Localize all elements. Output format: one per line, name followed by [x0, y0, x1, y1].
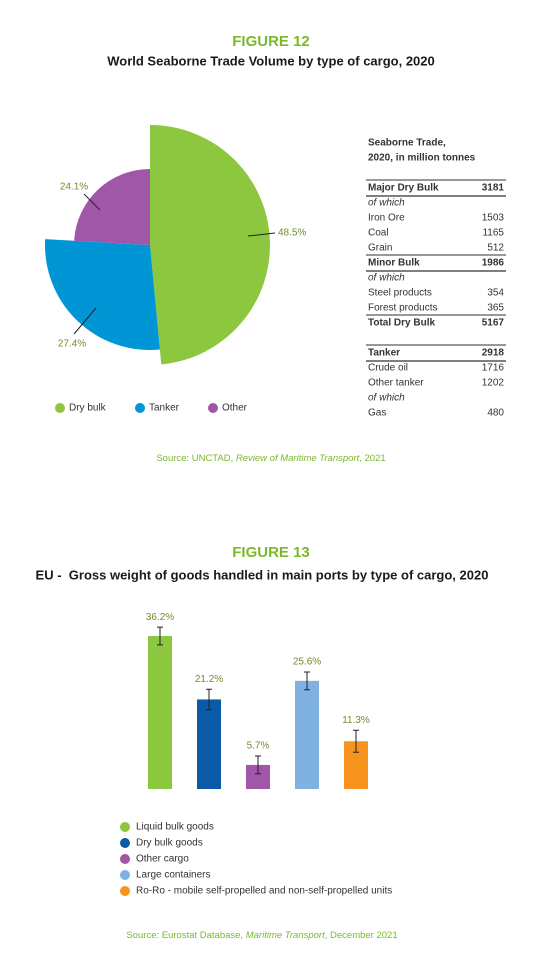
source-text: , December 2021 [325, 930, 398, 941]
error-bar [353, 729, 359, 753]
legend-marker [120, 870, 130, 880]
row-label: Tanker [368, 348, 400, 359]
table-title: 2020, in million tonnes [368, 153, 476, 164]
data-label: 21.2% [195, 674, 223, 685]
row-value: 5167 [482, 318, 505, 329]
legend-label: Large containers [136, 870, 211, 881]
legend-label: Dry bulk [69, 403, 107, 414]
row-label: of which [368, 273, 405, 284]
chart-title: EU - Gross weight of goods handled in ma… [36, 567, 489, 582]
legend-marker [120, 822, 130, 832]
leader-line [73, 307, 97, 335]
row-value: 512 [487, 243, 504, 254]
data-label: 5.7% [247, 741, 270, 752]
row-value: 1165 [482, 228, 504, 239]
row-value: 480 [487, 408, 504, 419]
error-bar [255, 755, 261, 775]
source: Source: UNCTAD, Review of Maritime Trans… [156, 453, 385, 464]
row-label: Gas [368, 408, 386, 419]
row-label: of which [368, 393, 405, 404]
row-label: Minor Bulk [368, 258, 420, 269]
data-label: 27.4% [58, 339, 86, 350]
leader-line [83, 193, 101, 211]
legend-marker [55, 403, 65, 413]
bar [295, 680, 319, 789]
row-value: 2918 [482, 348, 505, 359]
row-label: Grain [368, 243, 392, 254]
row-value: 3181 [482, 183, 505, 194]
data-label: 36.2% [146, 612, 174, 623]
legend-label: Tanker [149, 403, 180, 414]
leader-line [247, 232, 276, 237]
legend-label: Other cargo [136, 854, 189, 865]
row-label: Steel products [368, 288, 432, 299]
row-value: 354 [487, 288, 504, 299]
row-value: 365 [487, 303, 504, 314]
legend-marker [120, 854, 130, 864]
legend-marker [208, 403, 218, 413]
legend-label: Ro-Ro - mobile self-propelled and non-se… [136, 886, 392, 897]
legend-label: Liquid bulk goods [136, 822, 214, 833]
legend-marker [135, 403, 145, 413]
row-label: Major Dry Bulk [368, 183, 439, 194]
source-text: Review of Maritime Transport [236, 453, 360, 464]
source-text: Maritime Transport [246, 930, 325, 941]
data-label: 24.1% [60, 182, 88, 193]
data-label: 25.6% [293, 657, 321, 668]
bar [148, 636, 172, 789]
row-value: 1202 [482, 378, 505, 389]
pie-slice [150, 125, 271, 365]
pie-slice [74, 169, 150, 245]
pie-slice [45, 239, 160, 350]
error-bar [157, 626, 163, 646]
row-label: Coal [368, 228, 389, 239]
chart-title: World Seaborne Trade Volume by type of c… [107, 53, 435, 68]
figure-label: FIGURE 13 [232, 544, 310, 561]
data-label: 48.5% [278, 228, 306, 239]
row-label: Other tanker [368, 378, 424, 389]
bar [197, 699, 221, 789]
row-label: Iron Ore [368, 213, 405, 224]
table-title: Seaborne Trade, [368, 138, 446, 149]
source-text: , 2021 [359, 453, 385, 464]
legend-marker [120, 838, 130, 848]
figure-label: FIGURE 12 [232, 33, 310, 50]
row-value: 1503 [482, 213, 505, 224]
row-label: Forest products [368, 303, 437, 314]
source-text: Source: UNCTAD, [156, 453, 236, 464]
error-bar [304, 671, 310, 691]
error-bar [206, 688, 212, 711]
legend-marker [120, 886, 130, 896]
row-label: Total Dry Bulk [368, 318, 435, 329]
legend-label: Other [222, 403, 248, 414]
source-text: Source: Eurostat Database, [126, 930, 245, 941]
legend-label: Dry bulk goods [136, 838, 203, 849]
row-value: 1986 [482, 258, 505, 269]
source: Source: Eurostat Database, Maritime Tran… [126, 930, 397, 941]
row-label: of which [368, 198, 405, 209]
row-value: 1716 [482, 363, 505, 374]
row-label: Crude oil [368, 363, 408, 374]
data-label: 11.3% [342, 715, 370, 726]
